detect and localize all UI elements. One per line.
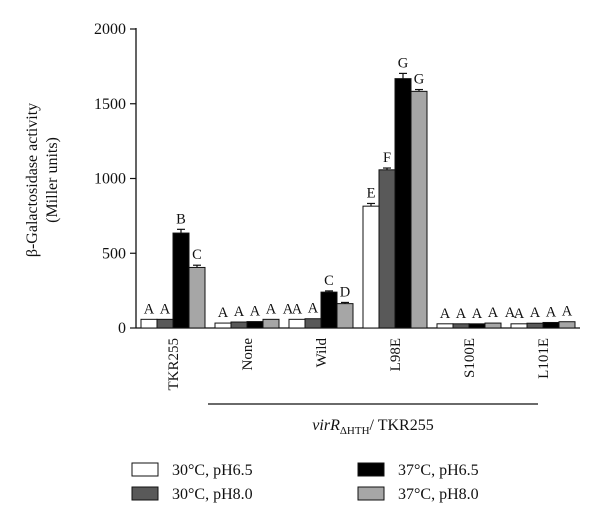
y-tick-label: 1000 [94, 171, 126, 188]
bar [378, 169, 396, 329]
significance-label: A [505, 305, 516, 321]
bars-layer [140, 72, 576, 329]
category-label: TKR255 [166, 338, 182, 391]
significance-label: A [292, 301, 303, 317]
axes: 0 500 1000 1500 2000 [94, 21, 580, 337]
significance-label: G [398, 55, 409, 71]
significance-label: A [308, 301, 319, 317]
legend-swatch [131, 462, 159, 477]
y-tick-label: 2000 [94, 21, 126, 38]
group-label-suffix: / TKR255 [370, 417, 434, 434]
bar [214, 322, 232, 329]
significance-label: G [414, 72, 425, 88]
significance-label: A [144, 301, 155, 317]
legend-label: 30°C, pH6.5 [172, 462, 253, 479]
significance-label: C [192, 247, 202, 263]
significance-label: E [367, 185, 376, 201]
bar [262, 318, 280, 329]
legend: 30°C, pH6.5 37°C, pH6.5 30°C, pH8.0 37°C, p… [131, 462, 479, 503]
category-label: Wild [314, 338, 330, 368]
y-tick-label: 500 [102, 245, 126, 262]
bar [410, 90, 428, 329]
bar [188, 266, 206, 329]
significance-label: A [546, 304, 557, 320]
group-annotation: virRΔHTH/ TKR255 [208, 403, 538, 437]
legend-label: 37°C, pH6.5 [398, 462, 479, 479]
group-label-italic: virR [312, 417, 340, 434]
bar [558, 321, 576, 329]
y-tick-label: 0 [118, 320, 126, 337]
bar [468, 323, 486, 329]
significance-label: A [218, 305, 229, 321]
bar [230, 321, 248, 329]
bar [304, 318, 322, 329]
category-label: L98E [388, 338, 404, 371]
significance-label: A [456, 306, 467, 322]
bar [320, 291, 338, 329]
significance-label: A [530, 305, 541, 321]
y-tick-label: 1500 [94, 96, 126, 113]
significance-label: A [562, 304, 573, 320]
legend-label: 37°C, pH8.0 [398, 486, 479, 503]
bar [394, 78, 412, 329]
legend-label: 30°C, pH8.0 [172, 486, 253, 503]
category-label: None [240, 338, 256, 371]
significance-label: A [234, 304, 245, 320]
bar [484, 322, 502, 329]
bar [336, 303, 354, 329]
significance-label: F [383, 150, 391, 166]
bar [436, 323, 454, 329]
significance-label: A [440, 306, 451, 322]
significance-label: A [514, 306, 525, 322]
y-axis-title-line1: β-Galactosidase activity [24, 103, 41, 257]
y-axis-title-line2: (Miller units) [44, 137, 61, 223]
significance-label: A [160, 301, 171, 317]
bar [246, 321, 264, 329]
bar [542, 321, 560, 329]
significance-label: A [266, 301, 277, 317]
y-axis-title: β-Galactosidase activity (Miller units) [24, 103, 61, 257]
significance-label: C [324, 273, 334, 289]
bar [510, 323, 528, 329]
bar [288, 318, 306, 329]
bar [452, 323, 470, 329]
bar [156, 318, 174, 329]
bar [140, 318, 158, 329]
legend-swatch [131, 486, 159, 501]
significance-label: A [250, 304, 261, 320]
significance-label: D [340, 284, 350, 300]
group-label-subscript: ΔHTH [340, 425, 370, 437]
bar [172, 232, 190, 329]
bar [526, 322, 544, 329]
bar [362, 205, 380, 329]
significance-label: A [472, 306, 483, 322]
significance-label: A [283, 301, 294, 317]
category-label: L101E [536, 338, 552, 379]
significance-label: A [488, 305, 499, 321]
significance-label: B [176, 211, 186, 227]
legend-swatch [357, 462, 385, 477]
group-label: virRΔHTH/ TKR255 [312, 417, 433, 437]
legend-swatch [357, 486, 385, 501]
category-label: S100E [462, 338, 478, 378]
